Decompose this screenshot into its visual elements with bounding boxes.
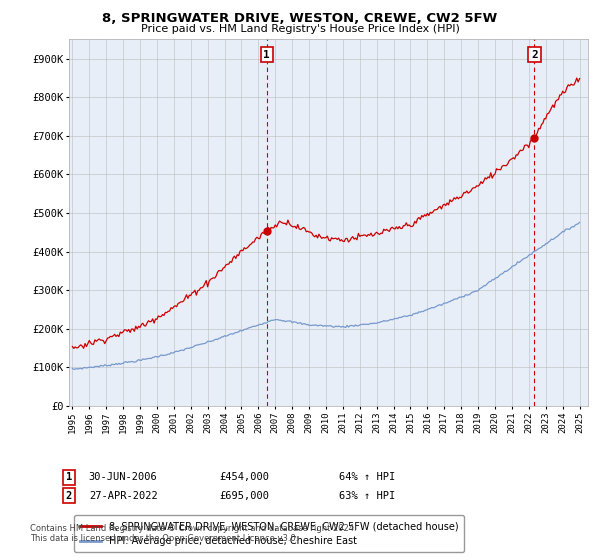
Text: Price paid vs. HM Land Registry's House Price Index (HPI): Price paid vs. HM Land Registry's House … (140, 24, 460, 34)
Text: 63% ↑ HPI: 63% ↑ HPI (339, 491, 395, 501)
Text: 1: 1 (66, 472, 72, 482)
Text: Contains HM Land Registry data © Crown copyright and database right 2024.
This d: Contains HM Land Registry data © Crown c… (30, 524, 356, 543)
Text: 64% ↑ HPI: 64% ↑ HPI (339, 472, 395, 482)
Text: 2: 2 (66, 491, 72, 501)
Text: £454,000: £454,000 (219, 472, 269, 482)
Text: £695,000: £695,000 (219, 491, 269, 501)
Text: 2: 2 (531, 50, 538, 60)
Text: 27-APR-2022: 27-APR-2022 (89, 491, 158, 501)
Text: 8, SPRINGWATER DRIVE, WESTON, CREWE, CW2 5FW: 8, SPRINGWATER DRIVE, WESTON, CREWE, CW2… (103, 12, 497, 25)
Text: 30-JUN-2006: 30-JUN-2006 (89, 472, 158, 482)
Legend: 8, SPRINGWATER DRIVE, WESTON, CREWE, CW2 5FW (detached house), HPI: Average pric: 8, SPRINGWATER DRIVE, WESTON, CREWE, CW2… (74, 515, 464, 552)
Text: 1: 1 (263, 50, 270, 60)
